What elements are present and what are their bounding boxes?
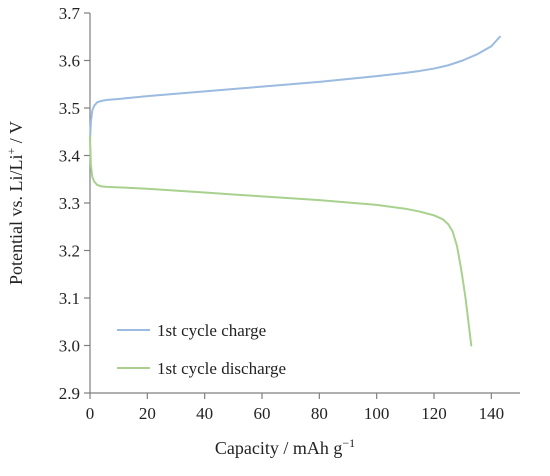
x-tick-label: 120 <box>421 404 447 423</box>
x-tick-label: 20 <box>139 404 156 423</box>
legend-label: 1st cycle charge <box>157 321 266 340</box>
x-tick-label: 60 <box>254 404 271 423</box>
series-lines <box>89 35 501 347</box>
y-axis-title-text: Potential vs. Li/Li <box>6 154 26 285</box>
y-axis-title-superscript: + <box>4 147 18 154</box>
y-axis-title-unit: / V <box>6 121 26 148</box>
y-tick-label: 3.2 <box>59 242 80 261</box>
series-line-discharge <box>89 135 473 347</box>
x-tick-label: 80 <box>311 404 328 423</box>
x-tick-label: 140 <box>479 404 505 423</box>
y-tick-label: 3.1 <box>59 289 80 308</box>
x-axis-title: Capacity / mAh g−1 <box>215 436 355 458</box>
x-tick-label: 100 <box>364 404 390 423</box>
y-tick-label: 3.7 <box>59 4 81 23</box>
y-tick-label: 2.9 <box>59 384 80 403</box>
y-tick-label: 3.6 <box>59 52 80 71</box>
y-tick-label: 3.5 <box>59 99 80 118</box>
axis-labels: Capacity / mAh g−1 Potential vs. Li/Li+ /… <box>4 121 355 458</box>
y-tick-label: 3.4 <box>59 147 81 166</box>
series-line-charge <box>89 35 501 143</box>
y-axis-title: Potential vs. Li/Li+ / V <box>4 121 26 285</box>
legend: 1st cycle charge 1st cycle discharge <box>117 321 286 378</box>
x-axis-title-text: Capacity / mAh g <box>215 438 342 458</box>
y-tick-label: 3.3 <box>59 194 80 213</box>
legend-label: 1st cycle discharge <box>157 359 286 378</box>
x-tick-label: 0 <box>86 404 95 423</box>
x-axis-title-superscript: −1 <box>342 436 355 450</box>
axes: 2.9 3.0 3.1 3.2 3.3 3.4 3.5 3.6 3.7 0 20 40 60 80 100 1… <box>59 4 520 423</box>
x-tick-label: 40 <box>196 404 213 423</box>
y-tick-label: 3.0 <box>59 337 80 356</box>
